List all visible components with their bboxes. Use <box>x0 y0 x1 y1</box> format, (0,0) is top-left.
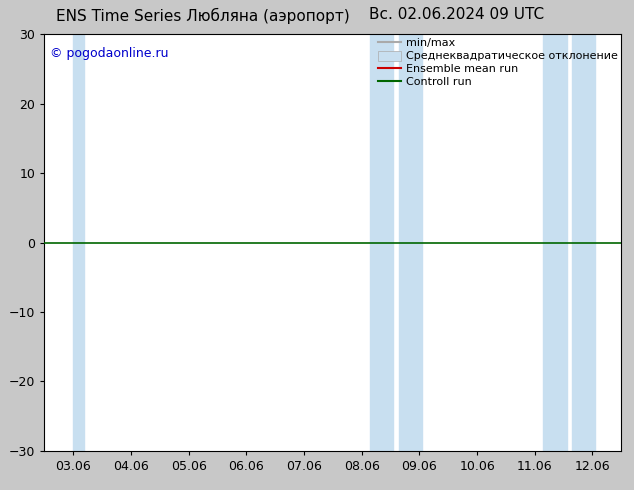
Bar <box>74 34 84 451</box>
Bar <box>370 34 394 451</box>
Text: Вс. 02.06.2024 09 UTC: Вс. 02.06.2024 09 UTC <box>369 7 544 23</box>
Bar <box>573 34 595 451</box>
Legend: min/max, Среднеквадратическое отклонение, Ensemble mean run, Controll run: min/max, Среднеквадратическое отклонение… <box>378 38 618 87</box>
Text: ENS Time Series Любляна (аэропорт): ENS Time Series Любляна (аэропорт) <box>56 7 350 24</box>
Bar <box>399 34 422 451</box>
Text: © pogodaonline.ru: © pogodaonline.ru <box>50 47 169 60</box>
Bar <box>543 34 567 451</box>
